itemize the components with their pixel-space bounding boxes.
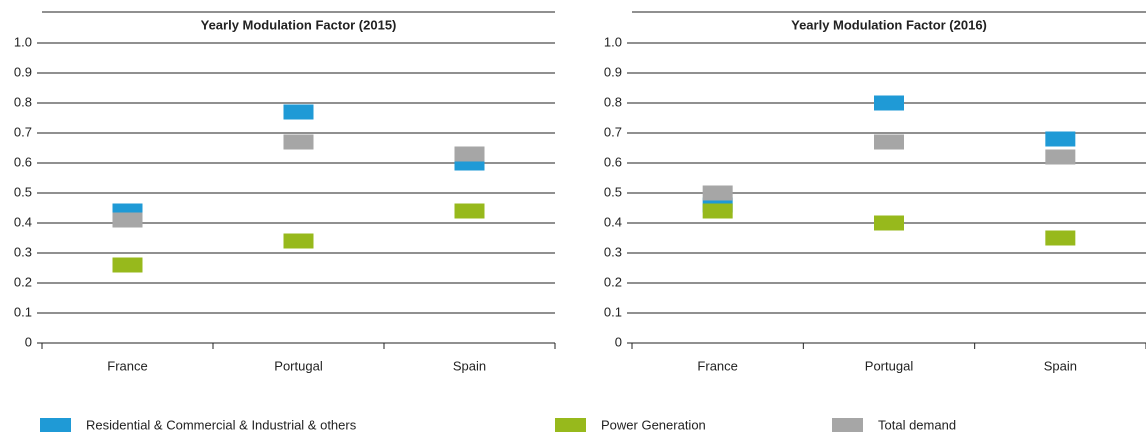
marker — [874, 134, 904, 150]
x-tick-label: France — [697, 358, 737, 373]
y-tick-label: 0.2 — [604, 274, 622, 289]
y-tick-label: 0.9 — [14, 64, 32, 79]
legend-swatch — [555, 418, 586, 432]
legend-swatch — [832, 418, 863, 432]
y-tick-label: 0.4 — [604, 214, 622, 229]
marker — [702, 203, 733, 219]
marker — [1045, 149, 1076, 165]
marker — [112, 212, 143, 228]
marker — [454, 146, 485, 162]
marker — [283, 104, 314, 120]
y-tick-label: 0 — [25, 334, 32, 349]
marker — [702, 185, 733, 201]
legend-label: Power Generation — [601, 417, 706, 432]
chart-title: Yearly Modulation Factor (2015) — [201, 17, 397, 32]
x-tick-label: Portugal — [865, 358, 914, 373]
marker — [1045, 131, 1076, 147]
y-tick-label: 0.6 — [604, 154, 622, 169]
marker — [112, 257, 143, 273]
y-tick-label: 0.3 — [604, 244, 622, 259]
x-tick-label: Spain — [453, 358, 486, 373]
x-tick-label: Spain — [1044, 358, 1077, 373]
y-tick-label: 0.3 — [14, 244, 32, 259]
marker — [454, 203, 485, 219]
y-tick-label: 0.8 — [14, 94, 32, 109]
marker — [283, 233, 314, 249]
y-tick-label: 0.9 — [604, 64, 622, 79]
marker — [1045, 230, 1076, 246]
y-tick-label: 1.0 — [14, 34, 32, 49]
y-tick-label: 0.4 — [14, 214, 32, 229]
marker — [874, 95, 904, 111]
legend-label: Residential & Commercial & Industrial & … — [86, 417, 357, 432]
y-tick-label: 0 — [615, 334, 622, 349]
chart-title: Yearly Modulation Factor (2016) — [791, 17, 987, 32]
y-tick-label: 0.5 — [14, 184, 32, 199]
marker — [283, 134, 314, 150]
y-tick-label: 0.1 — [14, 304, 32, 319]
x-tick-label: Portugal — [274, 358, 323, 373]
legend-swatch — [40, 418, 71, 432]
y-tick-label: 0.5 — [604, 184, 622, 199]
y-tick-label: 0.1 — [604, 304, 622, 319]
y-tick-label: 0.8 — [604, 94, 622, 109]
legend-label: Total demand — [878, 417, 956, 432]
y-tick-label: 0.6 — [14, 154, 32, 169]
y-tick-label: 0.7 — [604, 124, 622, 139]
x-tick-label: France — [107, 358, 147, 373]
marker — [874, 215, 904, 231]
y-tick-label: 1.0 — [604, 34, 622, 49]
y-tick-label: 0.7 — [14, 124, 32, 139]
y-tick-label: 0.2 — [14, 274, 32, 289]
